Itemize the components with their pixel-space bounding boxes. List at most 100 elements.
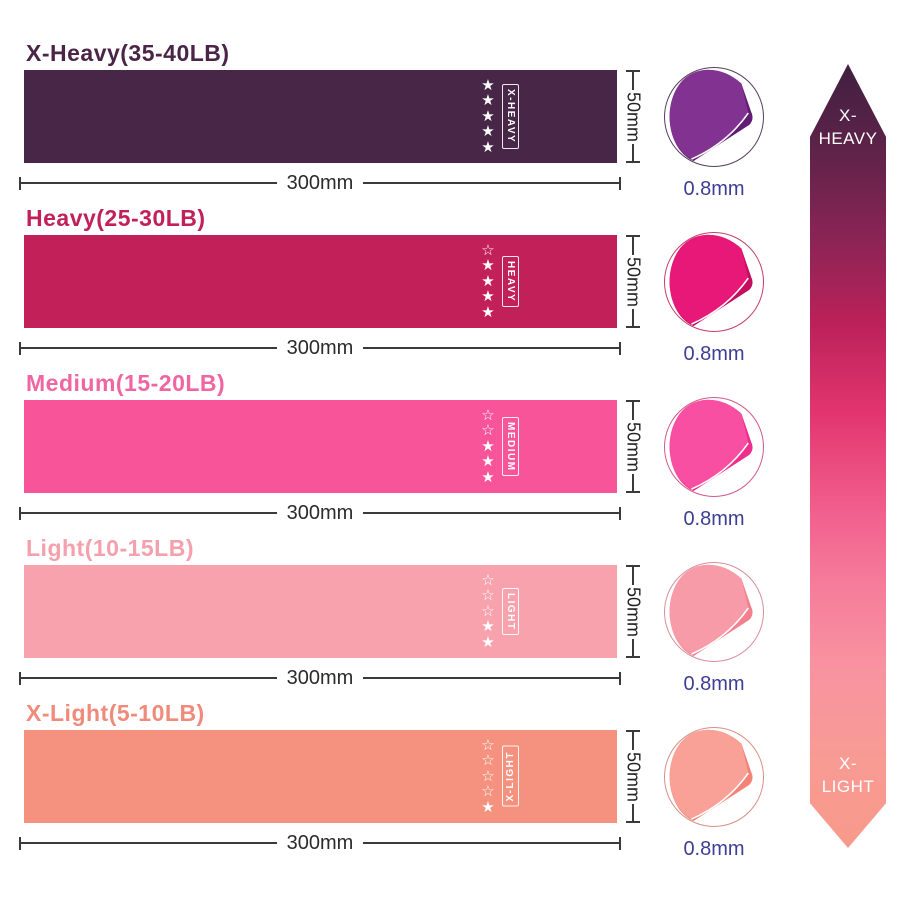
band-name-tag-text: HEAVY <box>505 260 516 303</box>
width-dimension: 300mm <box>19 667 622 689</box>
dim-tick-right <box>619 341 622 355</box>
band-title: X-Heavy(35-40LB) <box>26 40 230 66</box>
band-name-tag: X-LIGHT <box>502 746 519 807</box>
band-fold-photo <box>664 397 764 497</box>
band-fold-photo <box>664 232 764 332</box>
band-name-tag-text: X-HEAVY <box>505 89 516 144</box>
dim-line <box>21 842 277 844</box>
resistance-band: ★ ★ ★ ★ ★ X-HEAVY <box>24 70 617 163</box>
dim-tick-bottom <box>626 161 640 164</box>
fold-illustration <box>669 69 753 162</box>
band-name-tag-text: X-LIGHT <box>505 751 516 802</box>
arrow-top-label: X- HEAVY <box>810 104 886 150</box>
dim-line <box>632 308 634 327</box>
dim-tick-right <box>619 176 622 190</box>
fold-illustration <box>669 234 753 327</box>
dim-tick-right <box>619 671 622 685</box>
band-markings: ☆ ★ ★ ★ ★ HEAVY <box>479 235 519 328</box>
dim-line <box>21 182 277 184</box>
resistance-band: ☆ ☆ ☆ ☆ ★ X-LIGHT <box>24 730 617 823</box>
resistance-band: ☆ ☆ ☆ ★ ★ LIGHT <box>24 565 617 658</box>
thickness-label: 0.8mm <box>683 673 745 695</box>
dim-tick-top <box>626 565 640 567</box>
width-dimension: 300mm <box>19 337 622 359</box>
dim-tick-right <box>619 836 622 850</box>
dim-line <box>632 72 634 90</box>
resistance-band: ☆ ★ ★ ★ ★ HEAVY <box>24 235 617 328</box>
height-value: 50mm <box>623 751 644 802</box>
band-markings: ★ ★ ★ ★ ★ X-HEAVY <box>479 70 519 163</box>
thickness-label: 0.8mm <box>683 178 745 200</box>
dim-line <box>363 182 620 184</box>
dim-tick-left <box>19 176 21 190</box>
width-value: 300mm <box>286 501 354 524</box>
band-fold-photo <box>664 562 764 662</box>
band-name-tag: LIGHT <box>502 587 519 636</box>
resistance-band: ☆ ☆ ★ ★ ★ MEDIUM <box>24 400 617 493</box>
dim-tick-bottom <box>626 326 640 329</box>
band-row: X-Light(5-10LB) ☆ ☆ ☆ ☆ ★ X-LIGHT 300mm … <box>19 700 876 865</box>
dim-tick-top <box>626 235 640 237</box>
arrow-bottom-label-line2: LIGHT <box>821 777 875 796</box>
dim-tick-left <box>19 671 21 685</box>
dim-tick-bottom <box>626 656 640 659</box>
band-fold-photo <box>664 727 764 827</box>
star-rating: ☆ ★ ★ ★ ★ <box>481 241 495 321</box>
band-fold-photo <box>664 67 764 167</box>
band-title: X-Light(5-10LB) <box>26 700 205 726</box>
star-rating: ☆ ☆ ☆ ☆ ★ <box>481 736 495 816</box>
dim-line <box>632 638 634 657</box>
dim-tick-top <box>626 70 640 72</box>
band-title: Heavy(25-30LB) <box>26 205 206 231</box>
star-rating: ☆ ☆ ★ ★ ★ <box>481 406 495 486</box>
band-name-tag-text: MEDIUM <box>505 421 516 472</box>
dim-tick-top <box>626 400 640 402</box>
band-row: X-Heavy(35-40LB) ★ ★ ★ ★ ★ X-HEAVY 300mm… <box>19 40 876 205</box>
dim-tick-top <box>626 730 640 732</box>
dim-line <box>363 512 620 514</box>
band-title: Light(10-15LB) <box>26 535 194 561</box>
band-markings: ☆ ☆ ★ ★ ★ MEDIUM <box>479 400 519 493</box>
dim-line <box>363 347 620 349</box>
dim-line <box>632 143 634 162</box>
dim-line <box>632 237 634 255</box>
star-rating: ☆ ☆ ☆ ★ ★ <box>481 571 495 651</box>
arrow-bottom-label-line1: X- <box>839 754 857 773</box>
width-value: 300mm <box>286 831 354 854</box>
arrow-top-label-line2: HEAVY <box>818 129 878 148</box>
fold-illustration <box>669 399 753 492</box>
dim-tick-left <box>19 506 21 520</box>
height-value: 50mm <box>623 586 644 637</box>
band-name-tag-text: LIGHT <box>505 592 516 631</box>
height-dimension: 50mm <box>622 565 644 659</box>
band-row: Heavy(25-30LB) ☆ ★ ★ ★ ★ HEAVY 300mm 50m… <box>19 205 876 370</box>
band-name-tag: HEAVY <box>502 255 519 308</box>
dim-tick-bottom <box>626 821 640 824</box>
dim-line <box>363 677 620 679</box>
band-markings: ☆ ☆ ☆ ☆ ★ X-LIGHT <box>479 730 519 823</box>
width-value: 300mm <box>286 336 354 359</box>
dim-tick-left <box>19 341 21 355</box>
dim-line <box>632 567 634 585</box>
resistance-gradient-arrow: X- HEAVY X- LIGHT <box>810 64 886 848</box>
dim-tick-bottom <box>626 491 640 494</box>
dim-line <box>632 402 634 420</box>
width-dimension: 300mm <box>19 502 622 524</box>
height-value: 50mm <box>623 91 644 142</box>
height-value: 50mm <box>623 421 644 472</box>
thickness-label: 0.8mm <box>683 838 745 860</box>
dim-line <box>21 512 277 514</box>
height-dimension: 50mm <box>622 400 644 494</box>
width-dimension: 300mm <box>19 832 622 854</box>
dim-line <box>632 803 634 822</box>
band-row: Medium(15-20LB) ☆ ☆ ★ ★ ★ MEDIUM 300mm 5… <box>19 370 876 535</box>
width-value: 300mm <box>286 666 354 689</box>
arrow-top-label-line1: X- <box>839 106 857 125</box>
height-dimension: 50mm <box>622 235 644 329</box>
height-dimension: 50mm <box>622 730 644 824</box>
dim-tick-left <box>19 836 21 850</box>
dim-line <box>632 732 634 750</box>
band-markings: ☆ ☆ ☆ ★ ★ LIGHT <box>479 565 519 658</box>
thickness-label: 0.8mm <box>683 343 745 365</box>
band-row: Light(10-15LB) ☆ ☆ ☆ ★ ★ LIGHT 300mm 50m… <box>19 535 876 700</box>
